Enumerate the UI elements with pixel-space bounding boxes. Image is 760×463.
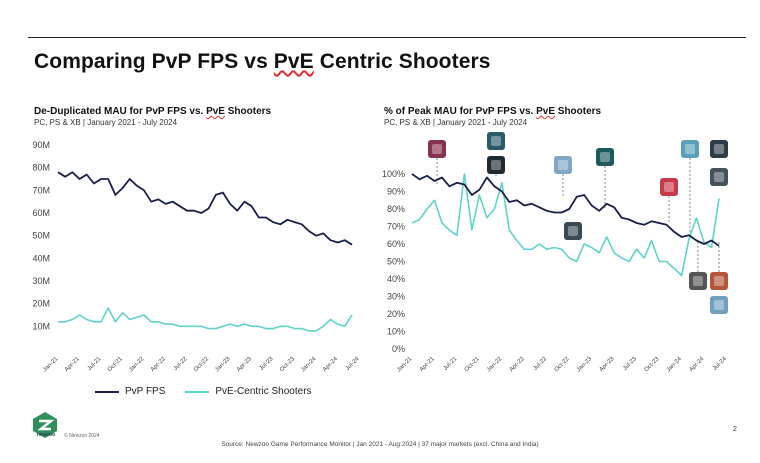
game-cover-icon-5 — [564, 222, 582, 240]
y-tick-label: 30M — [32, 276, 50, 286]
left-chart-subtitle: PC, PS & XB | January 2021 - July 2024 — [34, 118, 178, 127]
game-cover-icon-12 — [710, 272, 728, 290]
y-tick-label: 20% — [387, 309, 405, 319]
y-tick-label: 80M — [32, 163, 50, 173]
header-divider — [28, 37, 746, 38]
y-tick-label: 50% — [387, 257, 405, 267]
chart-legend: PvP FPS PvE-Centric Shooters — [95, 386, 312, 397]
x-tick-label: Oct-21 — [464, 356, 481, 373]
left-chart-title: De-Duplicated MAU for PvP FPS vs. PvE Sh… — [34, 106, 272, 117]
y-tick-label: 60% — [387, 239, 405, 249]
y-tick-label: 20M — [32, 299, 50, 309]
series-line-pvp-fps — [57, 171, 353, 246]
x-tick-label: Apr-22 — [509, 356, 526, 373]
legend-label-pve: PvE-Centric Shooters — [215, 386, 312, 397]
x-tick-label: Apr-23 — [599, 356, 616, 373]
y-tick-label: 40% — [387, 274, 405, 284]
y-tick-label: 50M — [32, 231, 50, 241]
y-tick-label: 40M — [32, 253, 50, 263]
y-tick-label: 80% — [387, 204, 405, 214]
y-tick-label: 0% — [392, 344, 405, 354]
logo-text: newzoo — [36, 432, 56, 438]
newzoo-logo — [33, 412, 57, 438]
game-cover-icon-13 — [710, 296, 728, 314]
slide-title: Comparing PvP FPS vs PvE Centric Shooter… — [34, 50, 491, 73]
game-cover-icon-9 — [710, 140, 728, 158]
x-tick-label: Jul-21 — [443, 356, 459, 372]
x-tick-label: Jan-23 — [576, 356, 594, 374]
game-cover-icon-7 — [660, 178, 678, 196]
x-tick-label: Oct-23 — [644, 356, 661, 373]
y-tick-label: 10% — [387, 327, 405, 337]
game-cover-icon-8 — [681, 140, 699, 158]
x-tick-label: Oct-22 — [554, 356, 571, 373]
x-tick-label: Apr-24 — [688, 356, 705, 373]
game-cover-icon-1 — [428, 140, 446, 158]
game-cover-icon-11 — [689, 272, 707, 290]
legend-label-pvp: PvP FPS — [125, 386, 166, 397]
y-tick-label: 70M — [32, 185, 50, 195]
legend-swatch-pve — [185, 390, 210, 393]
x-tick-label: Jul-22 — [532, 356, 548, 372]
y-tick-label: 100% — [382, 169, 405, 179]
game-cover-icon-6 — [596, 148, 614, 166]
x-tick-label: Jul-24 — [712, 356, 728, 372]
copyright: © Newzoo 2024 — [64, 433, 100, 439]
legend-swatch-pvp — [95, 390, 119, 393]
game-cover-icon-4 — [554, 156, 572, 174]
y-tick-label: 30% — [387, 292, 405, 302]
page-number: 2 — [733, 426, 737, 433]
x-tick-label: Apr-21 — [419, 356, 436, 373]
x-tick-label: Jan-22 — [486, 356, 504, 374]
x-tick-label: Jan-24 — [666, 356, 684, 374]
series-line-pvp-fps — [411, 173, 720, 247]
game-cover-icon-2 — [487, 132, 505, 150]
x-tick-label: Jan-21 — [396, 356, 414, 374]
game-cover-icon-10 — [710, 168, 728, 186]
y-tick-label: 10M — [32, 321, 50, 331]
source-note: Source: Newzoo Game Performance Monitor … — [221, 441, 539, 448]
series-line-pve-shooters — [58, 307, 353, 332]
y-tick-label: 90% — [387, 187, 405, 197]
y-tick-label: 60M — [32, 208, 50, 218]
right-chart-subtitle: PC, PS & XB | January 2021 - July 2024 — [384, 118, 528, 127]
game-cover-icon-3 — [487, 156, 505, 174]
y-tick-label: 90M — [32, 140, 50, 150]
right-chart-title: % of Peak MAU for PvP FPS vs. PvE Shoote… — [384, 106, 602, 117]
y-tick-label: 70% — [387, 222, 405, 232]
x-tick-label: Jul-23 — [622, 356, 638, 372]
